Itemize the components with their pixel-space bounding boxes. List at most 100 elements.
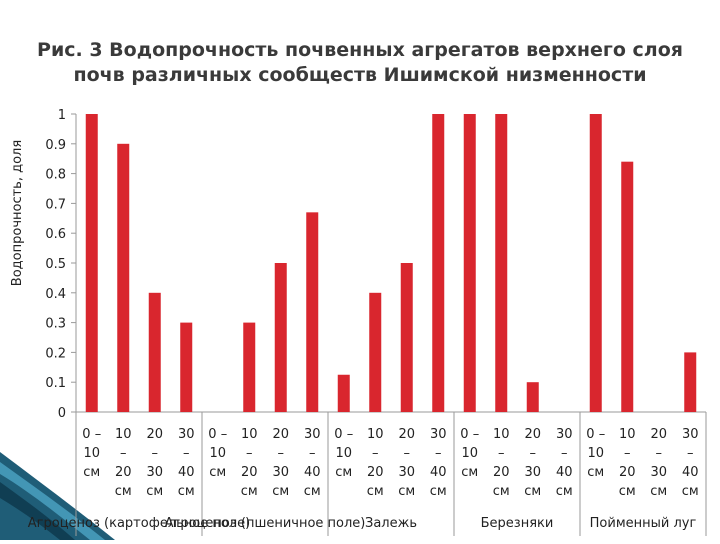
- x-tick-label: 30: [556, 427, 573, 442]
- bar: [463, 114, 476, 412]
- bar: [274, 263, 287, 412]
- x-tick-label: см: [115, 484, 132, 499]
- x-tick-label: 20: [241, 465, 258, 480]
- x-tick-label: 20: [524, 427, 541, 442]
- x-tick-label: 30: [146, 465, 163, 480]
- x-tick-label: 10: [493, 427, 510, 442]
- x-tick-label: 30: [650, 465, 667, 480]
- x-tick-label: см: [430, 484, 447, 499]
- x-tick-label: см: [146, 484, 163, 499]
- x-tick-label: см: [682, 484, 699, 499]
- x-tick-label: 0 –: [460, 427, 479, 442]
- x-tick-label: 10: [461, 446, 478, 461]
- y-tick-label: 1: [58, 108, 66, 123]
- y-tick-label: 0.7: [45, 197, 66, 212]
- x-tick-label: см: [272, 484, 289, 499]
- chart-title: Рис. 3 Водопрочность почвенных агрегатов…: [0, 38, 720, 88]
- bar: [621, 161, 634, 412]
- bar: [432, 114, 445, 412]
- y-tick-label: 0.4: [45, 287, 66, 302]
- x-tick-label: –: [246, 446, 253, 461]
- x-tick-label: 10: [335, 446, 352, 461]
- x-tick-label: 30: [430, 427, 447, 442]
- x-tick-label: см: [461, 465, 478, 480]
- x-tick-label: –: [372, 446, 379, 461]
- x-tick-label: –: [278, 446, 285, 461]
- x-tick-label: 0 –: [208, 427, 227, 442]
- y-tick-label: 0.9: [45, 138, 66, 153]
- y-tick-label: 0: [58, 406, 66, 421]
- x-tick-label: –: [656, 446, 663, 461]
- x-tick-label: 30: [524, 465, 541, 480]
- group-label: Пойменный луг: [590, 516, 697, 531]
- chart-title-line-2: почв различных сообществ Ишимской низмен…: [73, 64, 647, 86]
- x-tick-label: 0 –: [586, 427, 605, 442]
- x-tick-label: –: [498, 446, 505, 461]
- bar: [148, 292, 161, 412]
- x-tick-label: 20: [650, 427, 667, 442]
- x-tick-label: см: [241, 484, 258, 499]
- x-tick-label: 40: [430, 465, 447, 480]
- x-tick-label: –: [309, 446, 316, 461]
- x-tick-label: 20: [146, 427, 163, 442]
- x-tick-label: 10: [209, 446, 226, 461]
- bar: [243, 322, 256, 412]
- x-tick-label: см: [178, 484, 195, 499]
- x-tick-label: см: [650, 484, 667, 499]
- x-tick-label: см: [587, 465, 604, 480]
- x-tick-label: –: [183, 446, 190, 461]
- group-label: Агроценоз (картофельное поле): [28, 516, 250, 531]
- group-label: Березняки: [481, 516, 554, 531]
- x-tick-label: 40: [556, 465, 573, 480]
- x-tick-label: см: [619, 484, 636, 499]
- bar: [526, 382, 539, 412]
- x-tick-label: см: [367, 484, 384, 499]
- chart-axes: [71, 113, 707, 536]
- group-label: Агроценоз (пшеничное поле): [165, 516, 366, 531]
- bar: [180, 322, 193, 412]
- x-tick-label: 40: [682, 465, 699, 480]
- x-tick-label: 30: [682, 427, 699, 442]
- x-tick-label: 20: [272, 427, 289, 442]
- x-tick-label: –: [404, 446, 411, 461]
- y-axis-label: Водопрочность, доля: [10, 140, 25, 286]
- x-tick-label: 0 –: [82, 427, 101, 442]
- x-tick-label: см: [398, 484, 415, 499]
- x-tick-label: 40: [178, 465, 195, 480]
- x-tick-label: 10: [367, 427, 384, 442]
- x-tick-label: –: [530, 446, 537, 461]
- x-tick-label: см: [304, 484, 321, 499]
- y-tick-label: 0.1: [45, 376, 66, 391]
- bar: [684, 352, 697, 412]
- x-tick-label: 20: [398, 427, 415, 442]
- bar: [369, 292, 382, 412]
- bar: [337, 374, 350, 412]
- group-label: Залежь: [365, 516, 417, 531]
- x-tick-label: 30: [398, 465, 415, 480]
- x-tick-label: 10: [241, 427, 258, 442]
- bar: [495, 114, 508, 412]
- bar: [400, 263, 413, 412]
- x-tick-label: –: [152, 446, 159, 461]
- x-tick-label: –: [624, 446, 631, 461]
- x-tick-label: –: [561, 446, 568, 461]
- corner-swoosh-icon: [0, 452, 115, 540]
- x-tick-label: 10: [83, 446, 100, 461]
- x-tick-label: см: [493, 484, 510, 499]
- x-tick-label: 30: [178, 427, 195, 442]
- x-tick-label: 20: [115, 465, 132, 480]
- x-tick-label: см: [209, 465, 226, 480]
- x-tick-label: 10: [587, 446, 604, 461]
- chart-bars: [85, 114, 697, 413]
- y-tick-label: 0.5: [45, 257, 66, 272]
- x-tick-label: 20: [619, 465, 636, 480]
- y-tick-labels: 0 0.1 0.2 0.3 0.4 0.5 0.6 0.7 0.8 0.9 1: [45, 108, 66, 421]
- x-tick-label: 20: [493, 465, 510, 480]
- chart-title-line-1: Рис. 3 Водопрочность почвенных агрегатов…: [37, 39, 683, 61]
- x-tick-label: 30: [272, 465, 289, 480]
- y-tick-label: 0.2: [45, 346, 66, 361]
- bar: [306, 212, 319, 412]
- x-category-labels: 0 – 10 см 10 – 20 см 20 – 30 см 30 – 40 см 0 – 10 см 10 – 20…: [82, 427, 698, 499]
- x-tick-label: 30: [304, 427, 321, 442]
- bar: [117, 143, 130, 413]
